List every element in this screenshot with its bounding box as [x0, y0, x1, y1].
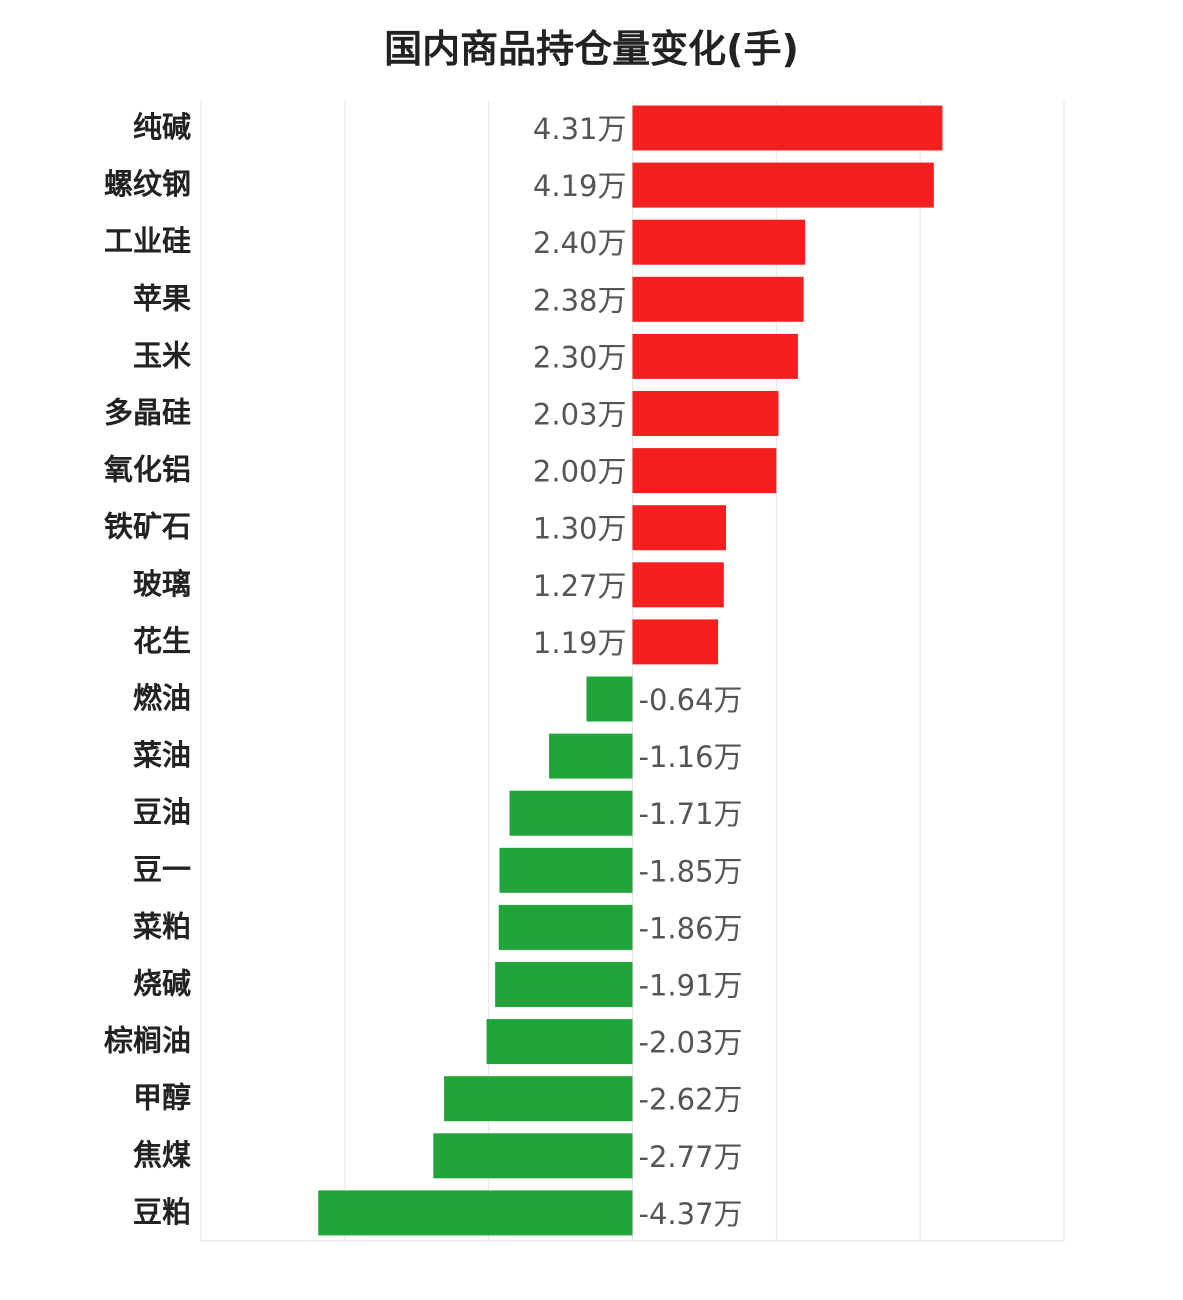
bar — [549, 733, 633, 779]
category-label: 玉米 — [133, 338, 191, 372]
bar — [632, 333, 798, 379]
bar-series — [318, 105, 943, 1236]
category-label: 螺纹钢 — [104, 167, 191, 201]
value-label: 2.00万 — [533, 455, 627, 489]
bar — [632, 391, 779, 436]
value-label: 2.40万 — [533, 226, 627, 260]
value-label: 2.30万 — [533, 340, 627, 374]
category-label: 玻璃 — [133, 567, 191, 601]
value-label: -2.62万 — [639, 1083, 743, 1117]
category-label: 豆油 — [133, 795, 191, 829]
chart-title: 国内商品持仓量变化(手) — [384, 27, 799, 71]
value-label: 2.03万 — [533, 398, 627, 432]
value-label: 2.38万 — [533, 283, 627, 317]
bar — [433, 1133, 633, 1179]
value-label: -0.64万 — [639, 683, 743, 717]
value-label: 1.30万 — [533, 512, 627, 546]
bar — [509, 790, 633, 836]
grid-lines — [200, 100, 1065, 1242]
value-label: -1.86万 — [639, 911, 743, 945]
value-label: 1.27万 — [533, 569, 627, 603]
category-label: 烧碱 — [133, 967, 191, 1001]
bar — [499, 847, 633, 893]
category-label: 氧化铝 — [103, 453, 191, 487]
value-label: 1.19万 — [533, 626, 627, 660]
category-label: 豆一 — [133, 852, 191, 886]
bar — [632, 219, 806, 265]
value-label: 4.31万 — [533, 112, 627, 146]
value-label: -2.77万 — [639, 1140, 743, 1174]
category-label: 铁矿石 — [104, 510, 191, 544]
category-label: 燃油 — [133, 681, 191, 715]
bar — [632, 162, 934, 208]
value-label: -1.71万 — [639, 797, 743, 831]
bar — [632, 505, 726, 551]
category-label: 纯碱 — [133, 110, 191, 144]
bar — [495, 962, 633, 1007]
category-label: 菜油 — [133, 738, 191, 772]
value-label: -4.37万 — [639, 1197, 743, 1231]
value-label: -1.91万 — [639, 969, 743, 1003]
value-label: -1.85万 — [639, 854, 743, 888]
bar — [632, 448, 777, 494]
bar — [498, 904, 633, 950]
category-label: 苹果 — [133, 281, 191, 315]
bar — [444, 1076, 633, 1122]
value-label: -1.16万 — [639, 740, 743, 774]
value-label: -2.03万 — [639, 1026, 743, 1060]
bar — [632, 276, 804, 322]
bar — [632, 105, 943, 151]
bar — [632, 562, 724, 608]
category-label: 豆粕 — [133, 1195, 191, 1229]
bar — [586, 676, 633, 722]
bar — [632, 619, 719, 665]
category-label: 菜粕 — [133, 909, 191, 943]
category-label: 焦煤 — [133, 1138, 191, 1172]
category-label: 甲醇 — [133, 1081, 191, 1115]
value-labels: 4.31万 4.19万 2.40万 2.38万 2.30万 2.03万 2.00万 1.30万… — [533, 112, 743, 1231]
category-label: 工业硅 — [104, 224, 191, 258]
bar — [318, 1190, 633, 1236]
category-label: 花生 — [133, 624, 191, 658]
category-label: 多晶硅 — [104, 396, 191, 430]
category-labels: 纯碱螺纹钢工业硅苹果玉米多晶硅氧化铝铁矿石玻璃花生燃油菜油豆油豆一菜粕烧碱棕榈油… — [103, 110, 191, 1229]
bar — [486, 1019, 633, 1065]
category-label: 棕榈油 — [104, 1024, 191, 1058]
value-label: 4.19万 — [533, 169, 627, 203]
